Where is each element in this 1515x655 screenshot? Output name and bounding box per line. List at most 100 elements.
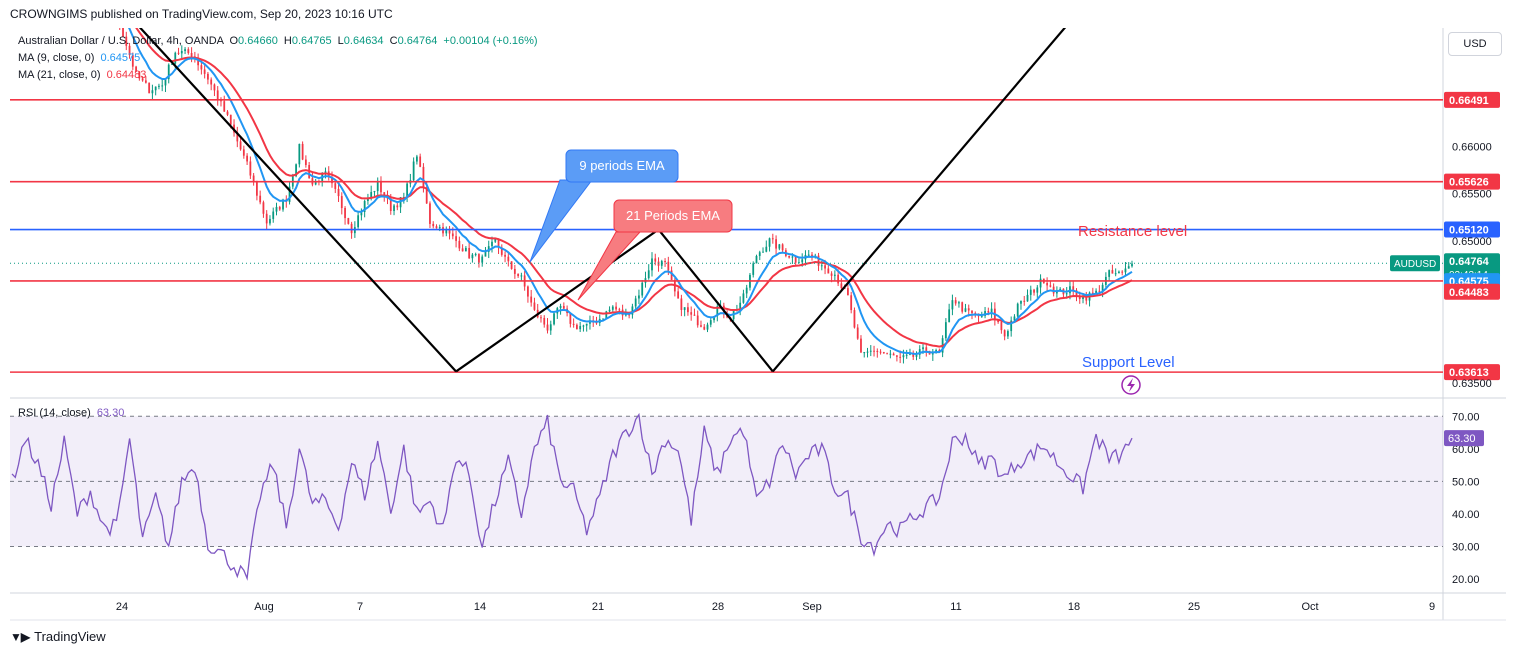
rsi-last-label: 63.30 (1448, 433, 1476, 445)
rsi-tick-label: 70.00 (1452, 411, 1480, 423)
time-tick-label: 21 (592, 601, 604, 613)
candle-body (167, 64, 170, 80)
candle-body (380, 180, 382, 193)
candle-body (396, 205, 399, 208)
currency-button[interactable]: USD (1448, 32, 1502, 56)
horizontal-level-tag (1444, 364, 1500, 381)
candle-body (964, 308, 967, 312)
candle-body (226, 111, 229, 115)
candle-body (239, 141, 242, 150)
candle-body (608, 309, 611, 312)
candle-body (106, 4, 108, 5)
rsi-label: RSI (14, close) (18, 407, 91, 419)
candle-body (190, 53, 193, 57)
candle-body (696, 315, 699, 326)
price-tick-label: 0.65500 (1452, 189, 1492, 201)
candle-body (611, 306, 614, 310)
rsi-tick-label: 30.00 (1452, 541, 1480, 553)
candle-body (164, 79, 167, 86)
resistance-label: Resistance level (1078, 223, 1187, 240)
time-tick-label: 24 (116, 601, 128, 613)
candle-body (131, 55, 134, 67)
rsi-last-tag (1444, 430, 1484, 447)
candle-body (1010, 320, 1013, 332)
candle-body (350, 223, 353, 234)
candle-body (768, 238, 771, 247)
candle-body (693, 314, 696, 316)
candle-body (980, 315, 983, 317)
candle-body (651, 258, 653, 271)
candle-body (971, 310, 973, 314)
candle-body (700, 325, 702, 327)
candle-body (543, 317, 546, 325)
candle-body (412, 161, 415, 181)
candle-body (1013, 316, 1016, 321)
candle-body (755, 255, 758, 264)
rsi-tick-label: 50.00 (1452, 476, 1480, 488)
trend-line (771, 28, 1067, 373)
candle-body (807, 254, 810, 256)
candle-body (373, 191, 376, 193)
candle-body (628, 314, 631, 316)
candle-body (540, 317, 542, 319)
candle-body (902, 355, 905, 358)
time-tick-label: 14 (474, 601, 486, 613)
rsi-tick-label: 20.00 (1452, 574, 1480, 586)
candle-body (1118, 271, 1120, 274)
candle-body (889, 353, 892, 355)
candle-body (670, 270, 673, 280)
candle-body (269, 218, 271, 224)
candle-body (461, 248, 464, 252)
candle-body (432, 223, 435, 227)
candle-body (393, 205, 395, 212)
candle-body (438, 227, 441, 229)
candle-body (174, 52, 177, 64)
candle-body (886, 353, 888, 355)
candle-body (504, 254, 506, 257)
candle-body (771, 238, 774, 240)
candle-body (314, 180, 317, 185)
candle-body (1003, 330, 1006, 337)
candle-body (27, 4, 29, 5)
candle-body (144, 80, 147, 83)
candle-body (197, 59, 200, 66)
candle-body (122, 28, 124, 37)
candle-body (572, 323, 575, 325)
candle-body (334, 183, 337, 189)
open-value: 0.64660 (238, 35, 278, 47)
candle-body (638, 295, 640, 299)
time-tick-label: 7 (357, 601, 363, 613)
candle-body (154, 86, 157, 91)
candle-body (252, 175, 255, 183)
footer-brand: ▼▶ TradingView (10, 629, 106, 644)
close-label: C (389, 35, 398, 47)
candle-body (125, 36, 128, 46)
candle-body (690, 312, 693, 315)
candle-body (278, 206, 281, 210)
candle-body (419, 156, 422, 167)
candle-body (840, 283, 843, 289)
candle-body (778, 244, 781, 249)
candle-body (918, 349, 921, 355)
low-value: 0.64634 (343, 35, 384, 47)
candle-body (464, 247, 467, 252)
candle-body (510, 261, 513, 269)
candle-body (820, 265, 823, 267)
candle-body (1078, 296, 1081, 300)
horizontal-level-tag (1444, 221, 1500, 238)
candle-body (324, 171, 327, 174)
ema9-callout-box (565, 149, 679, 183)
candle-body (425, 187, 428, 204)
candle-body (468, 247, 471, 259)
horizontal-level-label: 0.66491 (1449, 95, 1489, 107)
candle-body (517, 273, 520, 276)
candle-body (915, 354, 918, 357)
symbol-name: Australian Dollar / U.S. Dollar, 4h, OAN… (18, 35, 224, 47)
candle-body (301, 143, 304, 160)
candle-body (944, 322, 947, 339)
high-label: H (283, 35, 292, 47)
candle-body (494, 238, 497, 242)
candle-body (242, 149, 245, 156)
candle-body (602, 318, 604, 320)
